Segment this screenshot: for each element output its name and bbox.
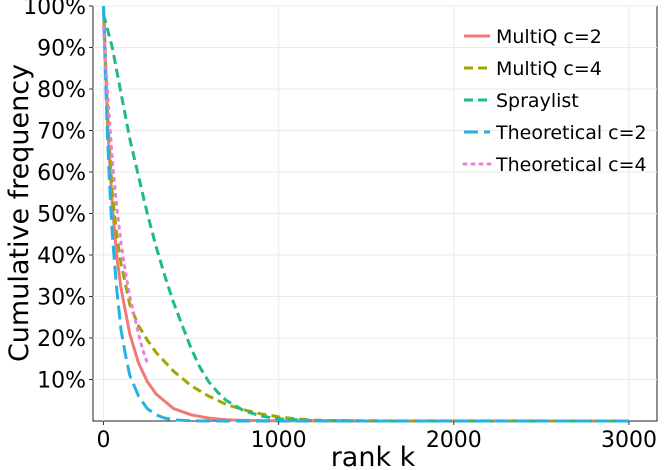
- x-tick-label: 1000: [251, 428, 307, 453]
- x-tick-label: 3000: [601, 428, 657, 453]
- legend-label: MultiQ c=4: [496, 58, 602, 80]
- y-tick-label: 70%: [37, 120, 86, 145]
- legend-label: Theoretical c=4: [495, 154, 647, 176]
- y-tick-label: 90%: [37, 37, 86, 62]
- x-tick-label: 0: [97, 428, 111, 453]
- axes: 10% 20% 30% 40% 50% 60% 70% 80% 90% 100% 0 1000 2000…: [23, 0, 657, 453]
- x-tick-label: 2000: [426, 428, 482, 453]
- x-axis-label: rank k: [331, 442, 416, 470]
- y-axis-label: Cumulative frequency: [4, 64, 35, 362]
- y-tick-label: 20%: [37, 327, 86, 352]
- legend-label: Spraylist: [496, 90, 579, 112]
- y-tick-label: 30%: [37, 286, 86, 311]
- y-tick-label: 10%: [37, 369, 86, 394]
- series-line-multiq-c-2: [102, 10, 629, 423]
- grid-lines: [93, 5, 657, 421]
- y-tick-label: 50%: [37, 203, 86, 228]
- y-tick-label: 80%: [37, 78, 86, 103]
- series-line-spraylist: [102, 13, 629, 423]
- y-tick-label: 100%: [23, 0, 86, 20]
- legend-label: MultiQ c=2: [496, 26, 602, 48]
- legend: MultiQ c=2 MultiQ c=4 Spraylist Theoretical…: [462, 26, 647, 176]
- y-tick-label: 60%: [37, 161, 86, 186]
- series-line-theoretical-c-4: [102, 25, 149, 365]
- series-line-theoretical-c-2: [102, 5, 629, 423]
- legend-label: Theoretical c=2: [495, 122, 647, 144]
- y-tick-label: 40%: [37, 244, 86, 269]
- series-lines: [102, 5, 630, 423]
